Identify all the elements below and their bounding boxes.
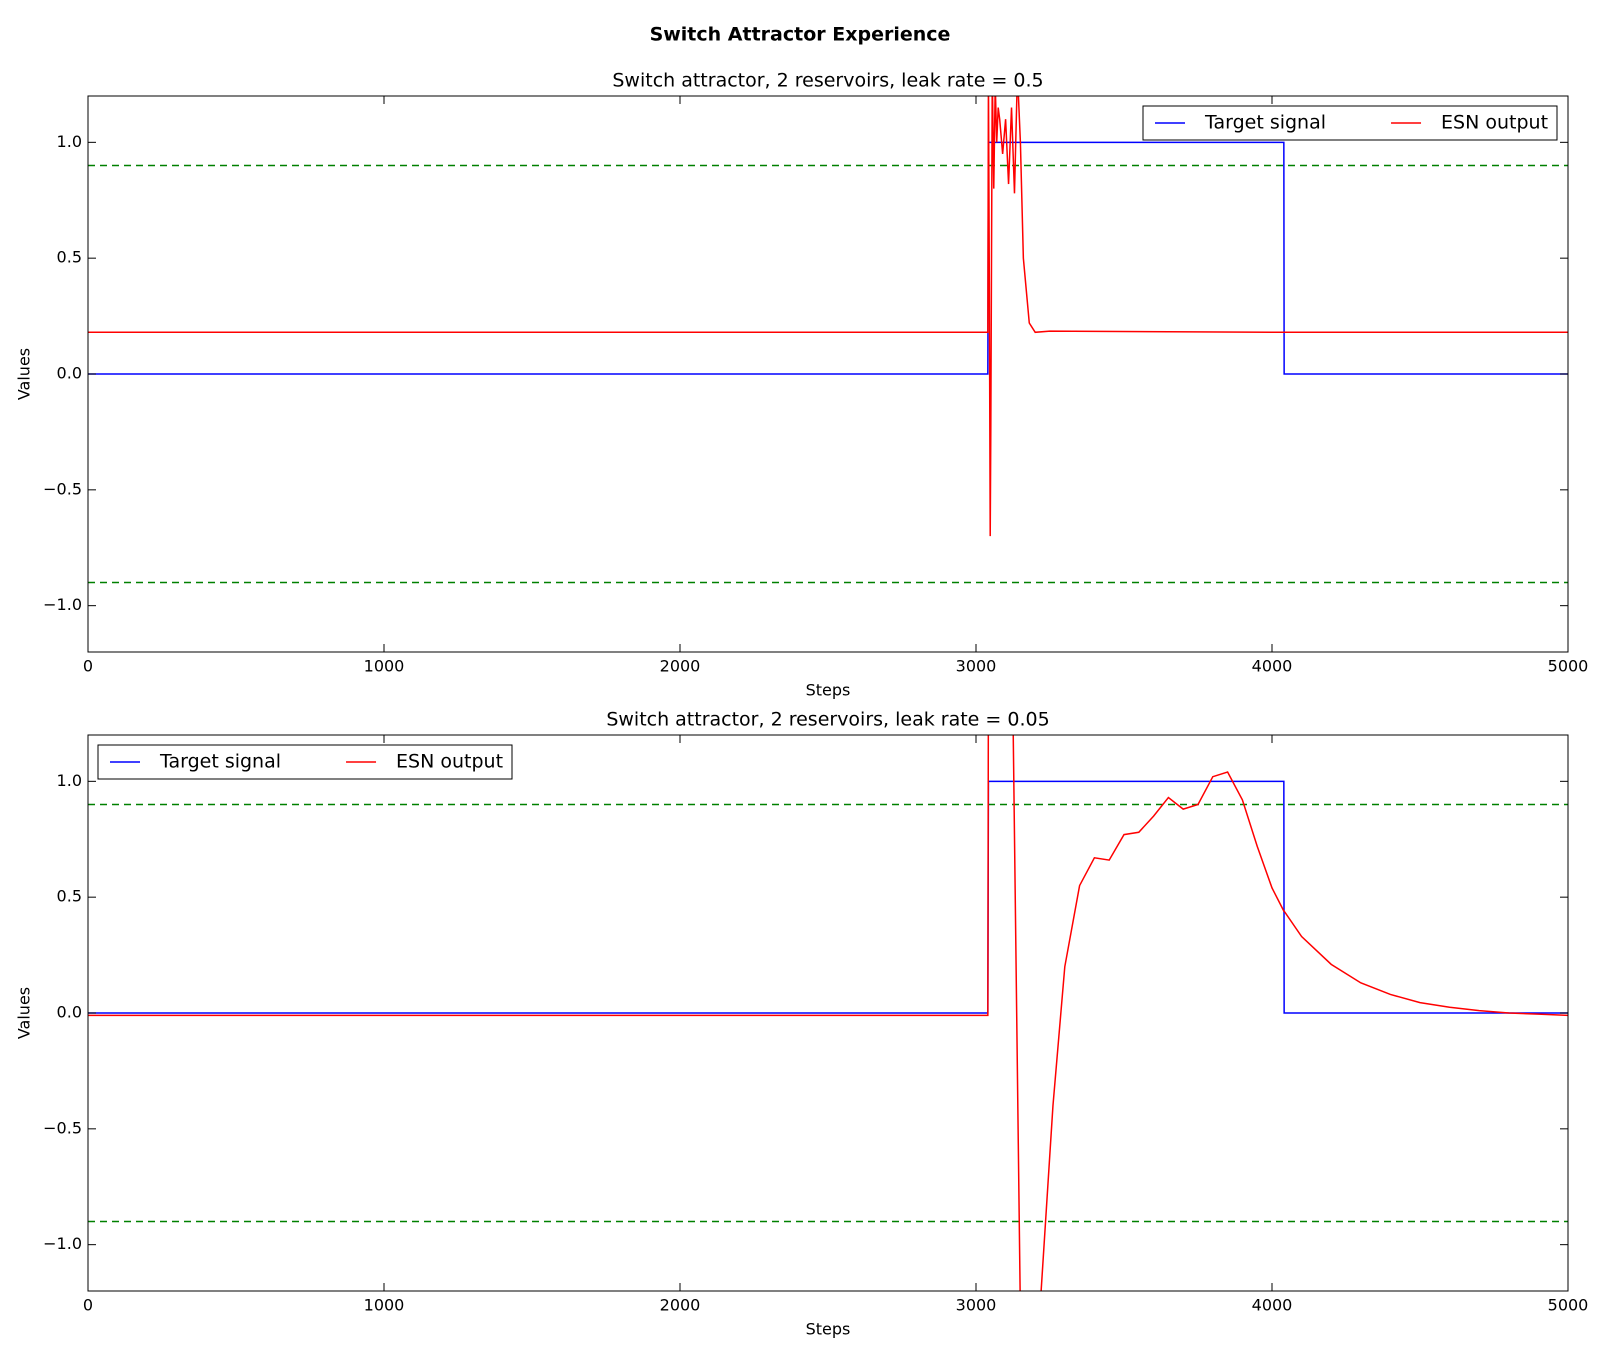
y-tick-label: 0.5 — [57, 248, 82, 267]
x-tick-label: 0 — [83, 657, 93, 676]
legend-box — [1142, 105, 1558, 141]
legend-label: Target signal — [159, 751, 281, 773]
x-tick-label: 4000 — [1252, 1296, 1293, 1315]
y-tick-label: −1.0 — [43, 595, 82, 614]
x-tick-label: 5000 — [1548, 1296, 1589, 1315]
legend-label: ESN output — [396, 751, 503, 773]
figure-title: Switch Attractor Experience — [650, 24, 951, 46]
y-tick-label: 1.0 — [57, 771, 82, 790]
y-tick-label: −0.5 — [43, 1118, 82, 1137]
y-axis-label: Values — [15, 348, 34, 400]
legend: Target signal ESN output — [1142, 105, 1558, 141]
series-line — [88, 96, 1568, 537]
y-tick-label: 0.5 — [57, 887, 82, 906]
legend: Target signal ESN output — [97, 744, 513, 780]
x-tick-label: 2000 — [660, 1296, 701, 1315]
legend-box — [97, 744, 513, 780]
x-tick-label: 0 — [83, 1296, 93, 1315]
x-tick-label: 4000 — [1252, 657, 1293, 676]
y-tick-label: 0.0 — [57, 1003, 82, 1022]
series-line — [88, 780, 1568, 1014]
y-tick-label: 0.0 — [57, 364, 82, 383]
y-tick-label: 1.0 — [57, 132, 82, 151]
legend-label: Target signal — [1204, 112, 1326, 134]
x-tick-label: 1000 — [364, 1296, 405, 1315]
x-axis-label: Steps — [806, 681, 851, 700]
axes-title: Switch attractor, 2 reservoirs, leak rat… — [606, 709, 1049, 731]
y-axis-label: Values — [15, 987, 34, 1039]
x-axis-label: Steps — [806, 1320, 851, 1339]
series-line — [88, 735, 1568, 1291]
x-tick-label: 5000 — [1548, 657, 1589, 676]
legend-label: ESN output — [1441, 112, 1548, 134]
axes-title: Switch attractor, 2 reservoirs, leak rat… — [612, 70, 1043, 92]
y-tick-label: −1.0 — [43, 1234, 82, 1253]
y-tick-label: −0.5 — [43, 479, 82, 498]
x-tick-label: 3000 — [956, 1296, 997, 1315]
x-tick-label: 3000 — [956, 657, 997, 676]
x-tick-label: 1000 — [364, 657, 405, 676]
x-tick-label: 2000 — [660, 657, 701, 676]
